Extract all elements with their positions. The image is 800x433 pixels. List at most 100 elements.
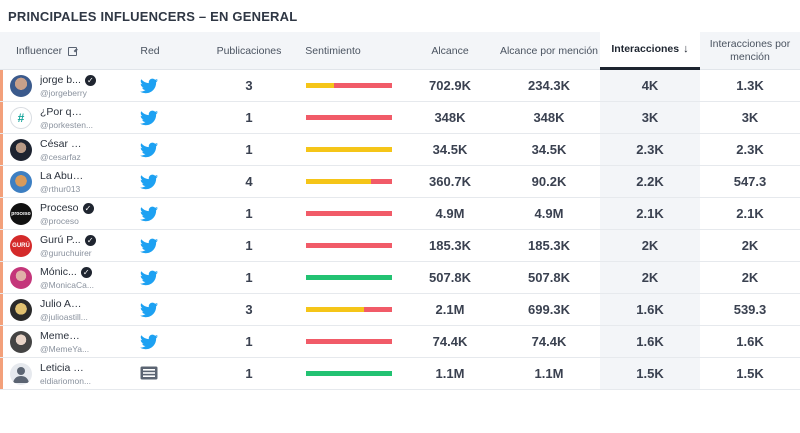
interactions-per-mention-cell: 2K	[741, 270, 759, 285]
table-row[interactable]: César Faz @cesarfaz 1 34.5K 34.5K 2.3K 2.3K	[0, 134, 800, 166]
influencer-name[interactable]: César Faz	[40, 138, 84, 150]
sorted-column-highlight	[600, 102, 700, 133]
verified-icon: ✓	[84, 74, 96, 86]
twitter-icon[interactable]	[140, 174, 158, 190]
twitter-icon[interactable]	[140, 334, 158, 350]
influencer-cell[interactable]: César Faz @cesarfaz	[40, 138, 100, 162]
sorted-column-highlight	[600, 134, 700, 165]
influencer-name[interactable]: Julio Astil...	[40, 298, 84, 310]
table-row[interactable]: jorge b... ✓ @jorgeberry 3 702.9K 234.3K 4K 1.3…	[0, 70, 800, 102]
sentiment-bar[interactable]	[306, 307, 392, 312]
sentiment-bar[interactable]	[306, 83, 392, 88]
interactions-per-mention-cell: 1.3K	[736, 78, 764, 93]
avatar-photo[interactable]	[10, 331, 32, 353]
table-row[interactable]: La Abuela... @rthur013 4 360.7K 90.2K 2.2K 547…	[0, 166, 800, 198]
influencer-name[interactable]: Leticia M...	[40, 362, 84, 374]
column-header-network[interactable]: Red	[140, 44, 160, 57]
influencer-cell[interactable]: Proceso ✓ @proceso	[40, 202, 100, 226]
table-row[interactable]: Mónic... ✓ @MonicaCa... 1 507.8K 507.8K 2K 2K	[0, 262, 800, 294]
influencer-cell[interactable]: MemeYa... @MemeYa...	[40, 330, 100, 354]
avatar-photo[interactable]	[10, 171, 32, 193]
avatar-photo[interactable]	[10, 139, 32, 161]
publications-cell: 4	[245, 174, 253, 189]
avatar-photo[interactable]	[10, 75, 32, 97]
sentiment-bar[interactable]	[306, 243, 392, 248]
interactions-per-mention-cell: 1.5K	[736, 366, 764, 381]
column-header-reach-per-mention[interactable]: Alcance por mención	[499, 44, 599, 57]
twitter-icon[interactable]	[140, 270, 158, 286]
influencer-name[interactable]: Mónic...	[40, 266, 77, 278]
avatar-placeholder[interactable]	[10, 363, 32, 385]
influencer-name[interactable]: jorge b...	[40, 74, 81, 86]
verified-icon: ✓	[80, 266, 92, 278]
interactions-per-mention-cell: 2.3K	[736, 142, 764, 157]
interactions-per-mention-cell: 2K	[741, 238, 759, 253]
reach-per-mention-cell: 507.8K	[528, 270, 570, 285]
influencer-cell[interactable]: ¿Por qué ... @porkesten...	[40, 106, 100, 130]
interactions-cell: 1.6K	[636, 302, 664, 317]
table-row[interactable]: MemeYa... @MemeYa... 1 74.4K 74.4K 1.6K 1.6K	[0, 326, 800, 358]
interactions-cell: 1.6K	[636, 334, 664, 349]
influencer-cell[interactable]: Gurú P... ✓ @guruchuirer	[40, 234, 100, 258]
reach-per-mention-cell: 90.2K	[531, 174, 567, 189]
hashtag-logo[interactable]: #	[10, 107, 32, 129]
column-header-interactions[interactable]: Interacciones ↓	[600, 32, 700, 70]
sorted-column-highlight	[600, 326, 700, 357]
news-icon[interactable]	[140, 366, 158, 382]
column-header-influencer[interactable]: Influencer	[16, 32, 136, 70]
sentiment-bar[interactable]	[306, 115, 392, 120]
influencer-handle: @proceso	[40, 216, 79, 226]
sentiment-neutral-segment	[306, 147, 392, 152]
column-header-interactions-per-mention[interactable]: Interacciones por mención	[709, 38, 791, 63]
influencer-cell[interactable]: Mónic... ✓ @MonicaCa...	[40, 266, 100, 290]
twitter-icon[interactable]	[140, 206, 158, 222]
guru-logo[interactable]: GURÚ	[10, 235, 32, 257]
avatar-photo[interactable]	[10, 267, 32, 289]
sentiment-bar[interactable]	[306, 147, 392, 152]
influencer-cell[interactable]: Julio Astil... @julioastill...	[40, 298, 100, 322]
reach-cell: 185.3K	[429, 238, 471, 253]
sentiment-bar[interactable]	[306, 179, 392, 184]
sentiment-positive-segment	[306, 371, 392, 376]
publications-cell: 3	[245, 78, 253, 93]
reach-per-mention-cell: 34.5K	[531, 142, 567, 157]
proceso-logo[interactable]: proceso	[10, 203, 32, 225]
reach-per-mention-cell: 185.3K	[528, 238, 570, 253]
twitter-icon[interactable]	[140, 142, 158, 158]
influencer-cell[interactable]: jorge b... ✓ @jorgeberry	[40, 74, 100, 98]
twitter-icon[interactable]	[140, 78, 158, 94]
influencer-cell[interactable]: Leticia M... eldiariomon...	[40, 362, 100, 386]
twitter-icon[interactable]	[140, 302, 158, 318]
influencer-name[interactable]: Gurú P...	[40, 234, 81, 246]
reach-cell: 507.8K	[429, 270, 471, 285]
twitter-icon[interactable]	[140, 238, 158, 254]
influencer-cell[interactable]: La Abuela... @rthur013	[40, 170, 100, 194]
twitter-icon[interactable]	[140, 110, 158, 126]
influencer-handle: @MonicaCa...	[40, 280, 94, 290]
avatar-photo[interactable]	[10, 299, 32, 321]
sorted-column-highlight	[600, 230, 700, 261]
publications-cell: 1	[245, 206, 253, 221]
influencer-name[interactable]: La Abuela...	[40, 170, 84, 182]
sentiment-bar[interactable]	[306, 371, 392, 376]
sentiment-bar[interactable]	[306, 339, 392, 344]
sorted-column-highlight	[600, 294, 700, 325]
influencer-name[interactable]: ¿Por qué ...	[40, 106, 84, 118]
table-row[interactable]: GURÚ Gurú P... ✓ @guruchuirer 1 185.3K 185.3K 2…	[0, 230, 800, 262]
interactions-cell: 3K	[641, 110, 659, 125]
row-marker	[0, 166, 3, 197]
sentiment-bar[interactable]	[306, 275, 392, 280]
column-header-publications[interactable]: Publicaciones	[216, 44, 282, 57]
table-row[interactable]: Leticia M... eldiariomon... 1 1.1M 1.1M 1.5K 1…	[0, 358, 800, 390]
table-row[interactable]: proceso Proceso ✓ @proceso 1 4.9M 4.9M 2.1K 2.1K	[0, 198, 800, 230]
column-header-sentiment[interactable]: Sentimiento	[305, 44, 361, 57]
table-row[interactable]: # ¿Por qué ... @porkesten... 1 348K 348K 3K 3K	[0, 102, 800, 134]
sentiment-bar[interactable]	[306, 211, 392, 216]
table-row[interactable]: Julio Astil... @julioastill... 3 2.1M 699.3K…	[0, 294, 800, 326]
reach-per-mention-cell: 699.3K	[528, 302, 570, 317]
influencer-name[interactable]: Proceso	[40, 202, 79, 214]
influencer-handle: @cesarfaz	[40, 152, 81, 162]
column-header-reach[interactable]: Alcance	[431, 44, 469, 57]
influencer-name[interactable]: MemeYa...	[40, 330, 84, 342]
external-link-icon[interactable]	[68, 46, 78, 56]
